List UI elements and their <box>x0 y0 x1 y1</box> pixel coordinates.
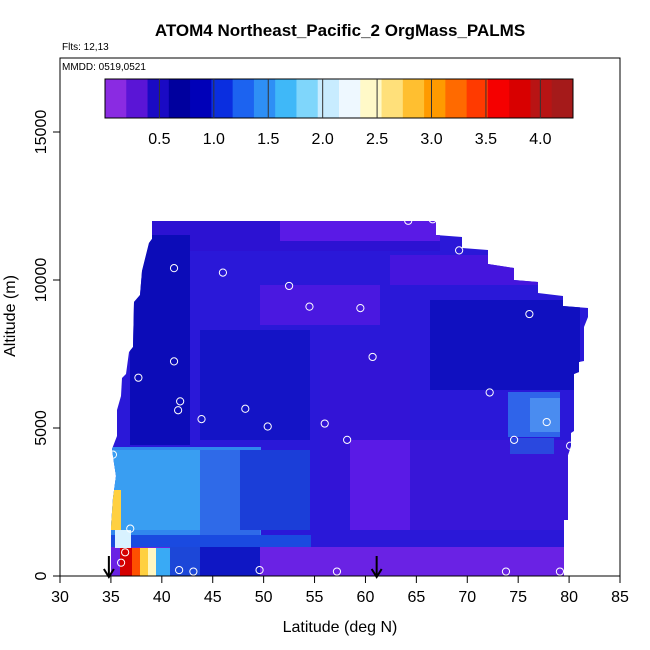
sample-point <box>404 216 413 225</box>
chart-title: ATOM4 Northeast_Pacific_2 OrgMass_PALMS <box>155 21 525 40</box>
x-tick-label: 40 <box>153 589 171 606</box>
x-tick-label: 55 <box>306 589 324 606</box>
sample-point <box>525 309 534 319</box>
y-tick-label: 5000 <box>33 410 50 446</box>
colorbar-cell <box>168 79 191 118</box>
sample-point <box>241 404 250 413</box>
sample-point <box>320 419 329 428</box>
colorbar: 0.5 1.0 1.5 2.0 2.5 3.0 3.5 4.0 <box>104 78 574 148</box>
sample-point <box>455 246 464 255</box>
sample-point <box>134 373 143 382</box>
x-tick-label: 80 <box>560 589 578 606</box>
colorbar-cell <box>339 79 361 118</box>
sample-point <box>343 435 352 444</box>
sample-point <box>175 565 184 575</box>
colorbar-cell <box>445 79 468 118</box>
colorbar-cell <box>147 79 170 118</box>
x-tick-label: 60 <box>357 589 375 606</box>
sample-point <box>152 210 161 219</box>
sample-points <box>108 210 592 576</box>
colorbar-tick-label: 2.5 <box>366 131 388 148</box>
sample-point <box>169 357 179 366</box>
colorbar-frame <box>104 78 574 119</box>
sample-point <box>174 406 183 415</box>
plot-frame <box>59 57 621 577</box>
heatmap-field <box>111 221 588 576</box>
x-axis: 30 35 40 45 50 55 60 65 70 75 80 85 <box>51 576 629 606</box>
sample-point <box>428 215 437 224</box>
x-tick-label: 50 <box>255 589 273 606</box>
sample-point <box>189 567 198 576</box>
sample-point <box>126 524 135 533</box>
sample-point <box>485 388 494 397</box>
x-tick-label: 85 <box>611 589 629 606</box>
x-tick-label: 75 <box>509 589 527 606</box>
colorbar-cell <box>487 79 510 118</box>
x-tick-label: 45 <box>204 589 222 606</box>
colorbar-cell <box>275 79 297 118</box>
colorbar-cell <box>466 79 489 118</box>
colorbar-cell <box>381 79 404 118</box>
y-tick-label: 15000 <box>33 110 50 155</box>
arrow-head <box>370 568 383 579</box>
sample-point <box>218 268 228 277</box>
colorbar-cell <box>402 79 425 118</box>
sample-point <box>566 441 575 450</box>
colorbar-cell <box>551 79 574 118</box>
x-tick-label: 35 <box>102 589 120 606</box>
arrows <box>103 556 383 579</box>
colorbar-cell <box>360 79 383 118</box>
sample-point <box>501 567 511 576</box>
x-axis-label: Latitude (deg N) <box>283 619 398 636</box>
sample-point <box>510 435 519 444</box>
sample-point <box>263 422 272 431</box>
colorbar-cell <box>530 79 553 118</box>
sample-point <box>197 415 206 424</box>
sample-point <box>368 352 377 362</box>
sample-point <box>583 296 592 305</box>
colorbar-tick-label: 3.5 <box>475 131 497 148</box>
sample-point <box>555 567 565 576</box>
colorbar-tick-label: 1.5 <box>257 131 279 148</box>
sample-point <box>116 558 126 567</box>
y-axis: 0 5000 10000 15000 <box>33 110 60 580</box>
colorbar-cell <box>190 79 212 118</box>
y-axis-label: Altitude (m) <box>2 275 19 357</box>
date-label: MMDD: 0519,0521 <box>62 62 146 73</box>
sample-point <box>121 548 130 557</box>
arrow-head <box>103 568 115 579</box>
sample-point <box>284 281 294 291</box>
x-tick-label: 65 <box>407 589 425 606</box>
colorbar-cell <box>211 79 234 118</box>
sample-point <box>255 565 264 575</box>
colorbar-tick-label: 2.0 <box>312 131 334 148</box>
colorbar-tick-label: 4.0 <box>529 131 551 148</box>
colorbar-cell <box>509 79 531 118</box>
colorbar-tick-label: 3.0 <box>420 131 442 148</box>
colorbar-cell <box>424 79 446 118</box>
colorbar-tick-label: 0.5 <box>148 131 170 148</box>
sample-point <box>176 397 185 406</box>
sample-point <box>169 264 179 273</box>
colorbar-cell <box>253 79 276 118</box>
colorbar-cell <box>232 79 255 118</box>
sample-point <box>542 417 551 427</box>
colorbar-cell <box>296 79 319 118</box>
colorbar-cell <box>317 79 340 118</box>
sample-point <box>356 304 365 313</box>
flights-label: Flts: 12,13 <box>62 42 109 53</box>
sample-point <box>108 450 118 459</box>
sample-point <box>332 567 342 576</box>
y-tick-label: 0 <box>33 571 50 580</box>
colorbar-tick-label: 1.0 <box>203 131 225 148</box>
colorbar-cell <box>105 79 127 118</box>
x-tick-label: 30 <box>51 589 69 606</box>
sample-point <box>305 302 314 311</box>
colorbar-cell <box>126 79 149 118</box>
y-tick-label: 10000 <box>33 258 50 303</box>
x-tick-label: 70 <box>458 589 476 606</box>
